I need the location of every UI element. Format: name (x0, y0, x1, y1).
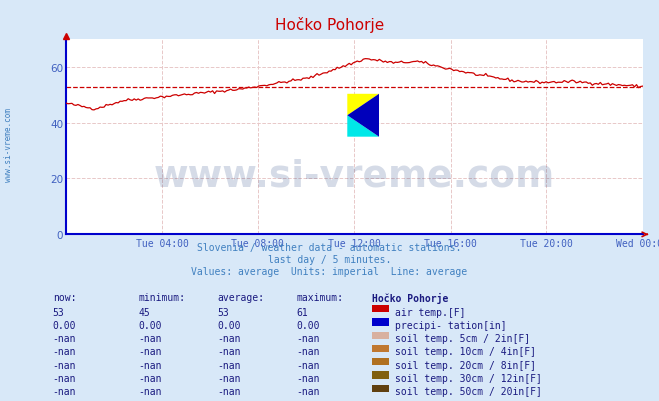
Text: precipi- tation[in]: precipi- tation[in] (395, 320, 507, 330)
Text: 53: 53 (217, 307, 229, 317)
Text: 45: 45 (138, 307, 150, 317)
Text: -nan: -nan (297, 346, 320, 356)
Text: -nan: -nan (53, 333, 76, 343)
Text: last day / 5 minutes.: last day / 5 minutes. (268, 255, 391, 265)
Text: -nan: -nan (297, 373, 320, 383)
Text: -nan: -nan (297, 360, 320, 370)
Text: Slovenia / weather data - automatic stations.: Slovenia / weather data - automatic stat… (197, 243, 462, 253)
Text: -nan: -nan (53, 373, 76, 383)
Text: -nan: -nan (217, 373, 241, 383)
Text: Hočko Pohorje: Hočko Pohorje (372, 293, 449, 304)
Text: -nan: -nan (217, 360, 241, 370)
Polygon shape (347, 95, 379, 137)
Text: www.si-vreme.com: www.si-vreme.com (154, 158, 555, 194)
Polygon shape (347, 95, 379, 116)
Text: -nan: -nan (138, 333, 162, 343)
Text: soil temp. 50cm / 20in[F]: soil temp. 50cm / 20in[F] (395, 386, 542, 396)
Text: -nan: -nan (138, 386, 162, 396)
Text: -nan: -nan (138, 373, 162, 383)
Text: -nan: -nan (138, 360, 162, 370)
Text: -nan: -nan (53, 386, 76, 396)
Text: -nan: -nan (53, 346, 76, 356)
Text: average:: average: (217, 293, 264, 303)
Text: air temp.[F]: air temp.[F] (395, 307, 466, 317)
Text: www.si-vreme.com: www.si-vreme.com (4, 107, 13, 181)
Text: Values: average  Units: imperial  Line: average: Values: average Units: imperial Line: av… (191, 267, 468, 277)
Text: -nan: -nan (217, 346, 241, 356)
Text: 0.00: 0.00 (53, 320, 76, 330)
Text: Hočko Pohorje: Hočko Pohorje (275, 17, 384, 33)
Text: 53: 53 (53, 307, 65, 317)
Text: maximum:: maximum: (297, 293, 343, 303)
Text: now:: now: (53, 293, 76, 303)
Text: minimum:: minimum: (138, 293, 185, 303)
Text: -nan: -nan (138, 346, 162, 356)
Text: -nan: -nan (297, 333, 320, 343)
Text: soil temp. 5cm / 2in[F]: soil temp. 5cm / 2in[F] (395, 333, 530, 343)
Text: soil temp. 20cm / 8in[F]: soil temp. 20cm / 8in[F] (395, 360, 536, 370)
Polygon shape (347, 116, 379, 137)
Text: soil temp. 30cm / 12in[F]: soil temp. 30cm / 12in[F] (395, 373, 542, 383)
Text: soil temp. 10cm / 4in[F]: soil temp. 10cm / 4in[F] (395, 346, 536, 356)
Text: -nan: -nan (53, 360, 76, 370)
Text: 61: 61 (297, 307, 308, 317)
Text: -nan: -nan (217, 333, 241, 343)
Text: -nan: -nan (297, 386, 320, 396)
Text: 0.00: 0.00 (138, 320, 162, 330)
Text: 0.00: 0.00 (217, 320, 241, 330)
Text: -nan: -nan (217, 386, 241, 396)
Text: 0.00: 0.00 (297, 320, 320, 330)
